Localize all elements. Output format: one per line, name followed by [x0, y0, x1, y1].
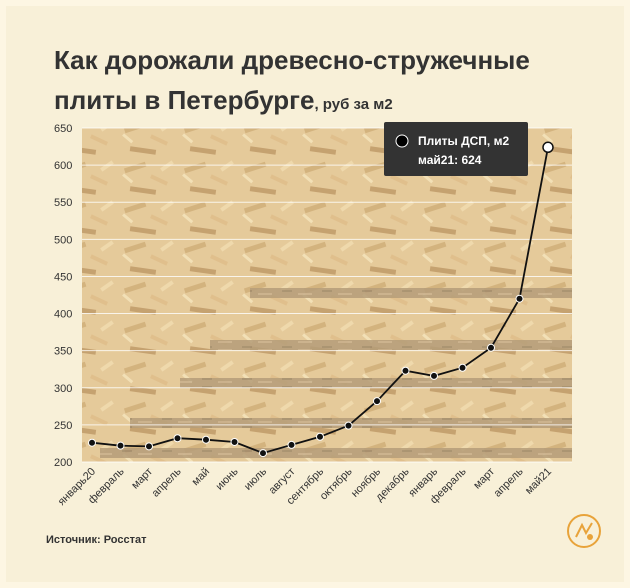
data-point[interactable]: [88, 438, 96, 447]
title-unit: , руб за м2: [314, 96, 393, 113]
data-point[interactable]: [458, 363, 467, 372]
board-edge: [250, 288, 572, 298]
chart-background-image: [82, 128, 572, 462]
data-point[interactable]: [316, 432, 324, 441]
y-tick-label: 500: [54, 234, 72, 246]
tooltip-series-name: Плиты ДСП, м2: [418, 134, 509, 148]
x-tick-label: июль: [242, 465, 269, 492]
data-point[interactable]: [145, 442, 153, 451]
y-tick-label: 600: [54, 160, 72, 172]
y-tick-label: 300: [54, 383, 72, 395]
board-edge: [180, 378, 572, 388]
board-edge: [210, 340, 572, 350]
tooltip-box: [384, 122, 528, 176]
title-line-2: плиты в Петербурге: [54, 85, 315, 115]
chart-title: Как дорожали древесно-стружечные плиты в…: [54, 40, 554, 125]
data-point[interactable]: [202, 435, 210, 444]
data-point[interactable]: [230, 437, 239, 446]
title-line-1: Как дорожали древесно-стружечные: [54, 45, 530, 75]
x-tick-label: март: [129, 466, 155, 492]
data-point[interactable]: [373, 397, 381, 406]
tooltip-value: май21: 624: [418, 153, 482, 167]
x-tick-label: апрель: [492, 465, 526, 499]
x-tick-label: апрель: [150, 465, 184, 499]
data-point[interactable]: [173, 434, 182, 443]
y-tick-label: 550: [54, 197, 72, 209]
x-tick-label: май: [190, 466, 213, 489]
y-tick-label: 350: [54, 346, 72, 358]
data-point[interactable]: [116, 441, 125, 450]
series-points: [88, 141, 554, 458]
source-note: Источник: Росстат: [46, 534, 147, 546]
board-edge: [100, 448, 572, 458]
y-axis-tick-labels: 200 250 300 350 400 450 500 550 600 650: [54, 123, 72, 469]
y-tick-label: 200: [54, 457, 72, 469]
data-point[interactable]: [430, 371, 438, 380]
x-tick-label: май21: [523, 466, 554, 497]
data-point[interactable]: [515, 294, 524, 303]
data-point[interactable]: [259, 449, 267, 458]
x-tick-label: март: [471, 466, 497, 492]
data-point[interactable]: [344, 421, 353, 430]
y-tick-label: 450: [54, 271, 72, 283]
x-tick-label: октябрь: [318, 465, 355, 502]
data-point[interactable]: [487, 343, 495, 352]
tooltip-series-marker: [395, 134, 409, 148]
y-tick-label: 250: [54, 420, 72, 432]
data-point[interactable]: [542, 141, 554, 154]
publisher-logo-icon: [567, 514, 601, 548]
texture-overlay: [82, 128, 572, 462]
data-point[interactable]: [401, 366, 410, 375]
y-tick-label: 650: [54, 123, 72, 135]
y-tick-label: 400: [54, 309, 72, 321]
grid-lines: [82, 127, 572, 463]
tooltip: Плиты ДСП, м2 май21: 624: [384, 122, 528, 176]
data-point[interactable]: [287, 440, 296, 449]
x-tick-label: июнь: [214, 465, 241, 492]
